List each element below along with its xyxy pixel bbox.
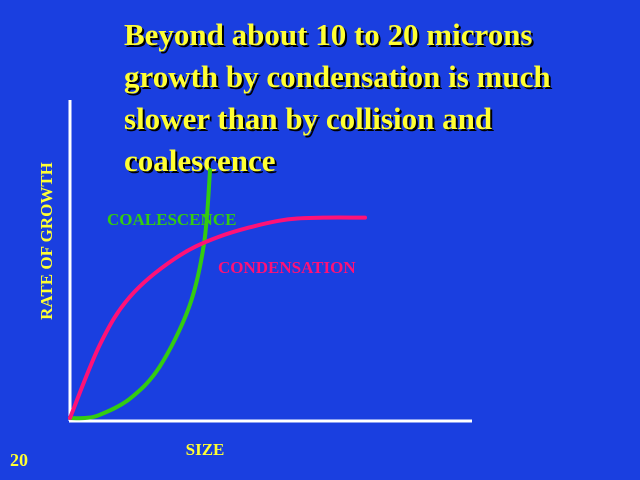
title-line: coalescence: [124, 143, 276, 178]
y-axis-label: RATE OF GROWTH: [37, 162, 56, 320]
slide-number: 20: [10, 450, 28, 470]
slide-title: Beyond about 10 to 20 microns growth by …: [124, 14, 634, 182]
coalescence-label: COALESCENCE: [107, 210, 236, 229]
title-line: Beyond about 10 to 20 microns: [124, 17, 533, 52]
title-line: slower than by collision and: [124, 101, 493, 136]
series-layer: [68, 167, 368, 421]
condensation-label: CONDENSATION: [218, 258, 356, 277]
series-line-condensation: [68, 215, 368, 420]
title-line: growth by condensation is much: [124, 59, 551, 94]
series-line-coalescence: [68, 167, 213, 421]
x-axis-label: SIZE: [186, 440, 225, 459]
